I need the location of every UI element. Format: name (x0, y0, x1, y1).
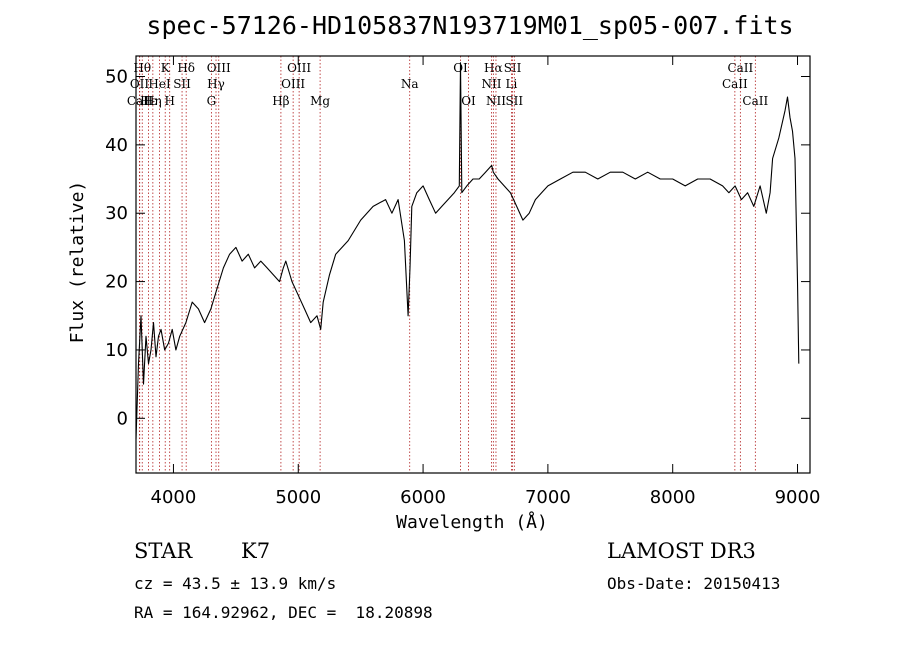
y-tick-label: 40 (105, 135, 128, 156)
line-marker-label: G (207, 94, 217, 108)
x-tick-label: 8000 (650, 487, 696, 508)
line-marker-label: Hα (484, 61, 503, 75)
line-marker-label: HeI (148, 77, 171, 91)
line-marker-label: H (164, 94, 174, 108)
line-marker-label: K (161, 61, 171, 75)
y-tick-label: 0 (117, 408, 128, 429)
object-subclass: K7 (241, 539, 271, 563)
survey-name: LAMOST DR3 (607, 539, 756, 563)
line-marker-label: CaII (742, 94, 768, 108)
observation-date: Obs-Date: 20150413 (607, 574, 781, 593)
line-marker-label: Hγ (207, 77, 225, 91)
x-tick-label: 5000 (275, 487, 321, 508)
plot-area (135, 62, 800, 439)
coordinates: RA = 164.92962, DEC = 18.20898 (134, 603, 433, 622)
line-marker-label: Hδ (177, 61, 195, 75)
line-marker-label: Hβ (272, 94, 289, 108)
x-tick-label: 9000 (775, 487, 821, 508)
line-marker-label: Li (506, 77, 518, 91)
x-tick-label: 7000 (525, 487, 571, 508)
axis-ticks: 4000 5000 6000 7000 8000 9000 0 10 20 30 40 50 (105, 56, 820, 508)
line-marker-label: SII (173, 77, 191, 91)
line-marker-label: Na (401, 77, 419, 91)
line-marker-label: NII (481, 77, 501, 91)
line-marker-label: OIII (207, 61, 231, 75)
series-line-spectrum (135, 62, 800, 439)
y-tick-label: 50 (105, 67, 128, 88)
line-marker-label: OI (461, 94, 476, 108)
line-marker-label: Hε (140, 94, 157, 108)
y-tick-label: 20 (105, 272, 128, 293)
object-class: STAR (134, 539, 193, 563)
y-tick-label: 30 (105, 203, 128, 224)
line-marker-label: SII (505, 94, 523, 108)
plot-frame (135, 55, 811, 474)
x-tick-label: 6000 (400, 487, 446, 508)
y-axis-label: Flux (relative) (67, 181, 88, 344)
y-tick-label: 10 (105, 340, 128, 361)
line-marker-label: CaII (127, 94, 153, 108)
x-tick-label: 4000 (151, 487, 197, 508)
line-marker-label: Mg (310, 94, 330, 108)
line-marker-label: Hθ (133, 61, 151, 75)
line-marker-label: OIII (281, 77, 305, 91)
redshift-value: cz = 43.5 ± 13.9 km/s (134, 574, 337, 593)
line-marker-label: SII (504, 61, 522, 75)
line-marker-label: OIII (287, 61, 311, 75)
chart-title: spec-57126-HD105837N193719M01_sp05-007.f… (146, 11, 793, 40)
x-axis-label: Wavelength (Å) (396, 511, 548, 533)
line-marker-label: CaII (722, 77, 748, 91)
line-marker-label: Hη (144, 94, 162, 108)
line-marker-label: CaII (727, 61, 753, 75)
line-marker-label: NII (486, 94, 506, 108)
